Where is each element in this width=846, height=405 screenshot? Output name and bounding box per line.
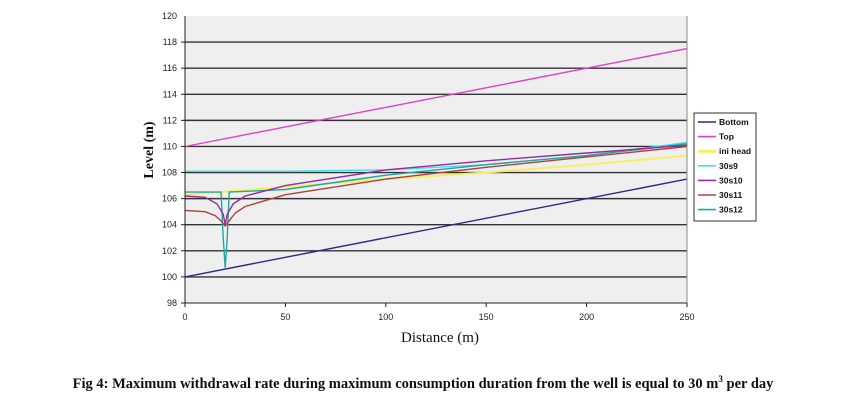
series-line-30s10 — [184, 144, 688, 225]
caption-superscript: 3 — [718, 374, 723, 384]
y-tick-label: 108 — [162, 168, 177, 178]
series-line-ini-head — [184, 154, 688, 196]
x-tick-label: 150 — [479, 312, 494, 322]
x-ticks: 0 50 100 150 200 250 — [182, 303, 695, 322]
y-tick-label: 104 — [162, 220, 177, 230]
y-tick-label: 110 — [163, 141, 177, 151]
chart: 98 100 102 104 106 108 110 112 114 116 118 120 0 50 1… — [142, 11, 757, 346]
legend-label: 30s9 — [719, 161, 738, 171]
series-lines — [184, 47, 688, 278]
legend-label: 30s12 — [719, 205, 743, 215]
plot-background — [185, 16, 687, 303]
x-tick-label: 250 — [679, 312, 694, 322]
y-tick-label: 116 — [163, 63, 177, 73]
x-tick-label: 100 — [378, 312, 393, 322]
series-line-bottom — [184, 178, 688, 278]
x-axis-title: Distance (m) — [401, 330, 479, 346]
x-tick-label: 200 — [579, 312, 594, 322]
y-axis-title: Level (m) — [142, 121, 157, 178]
legend-label: Top — [719, 132, 734, 142]
y-tick-label: 100 — [162, 272, 177, 282]
series-line-30s11 — [184, 145, 688, 228]
legend-box — [693, 112, 757, 222]
legend-label: Bottom — [719, 117, 749, 127]
legend-label: 30s10 — [719, 175, 743, 185]
y-tick-label: 118 — [163, 37, 177, 47]
y-tick-label: 112 — [163, 115, 177, 125]
figure-caption: Fig 4: Maximum withdrawal rate during ma… — [0, 374, 846, 393]
x-tick-label: 50 — [280, 312, 290, 322]
y-tick-label-top: 120 — [162, 11, 177, 21]
series-line-top — [184, 47, 688, 148]
legend-label: ini head — [719, 146, 751, 156]
caption-suffix: per day — [722, 375, 774, 392]
caption-text: Fig 4: Maximum withdrawal rate during ma… — [72, 375, 719, 392]
y-tick-label: 106 — [162, 194, 177, 204]
y-tick-label: 114 — [163, 89, 177, 99]
y-ticks: 98 100 102 104 106 108 110 112 114 116 118 120 — [162, 11, 185, 308]
legend-label: 30s11 — [719, 190, 742, 200]
x-tick-label: 0 — [182, 312, 187, 322]
y-tick-label: 98 — [167, 298, 177, 308]
y-tick-label: 102 — [162, 246, 177, 256]
legend: Bottom Top ini head 30s9 30s10 30s11 30s12 — [693, 112, 757, 222]
